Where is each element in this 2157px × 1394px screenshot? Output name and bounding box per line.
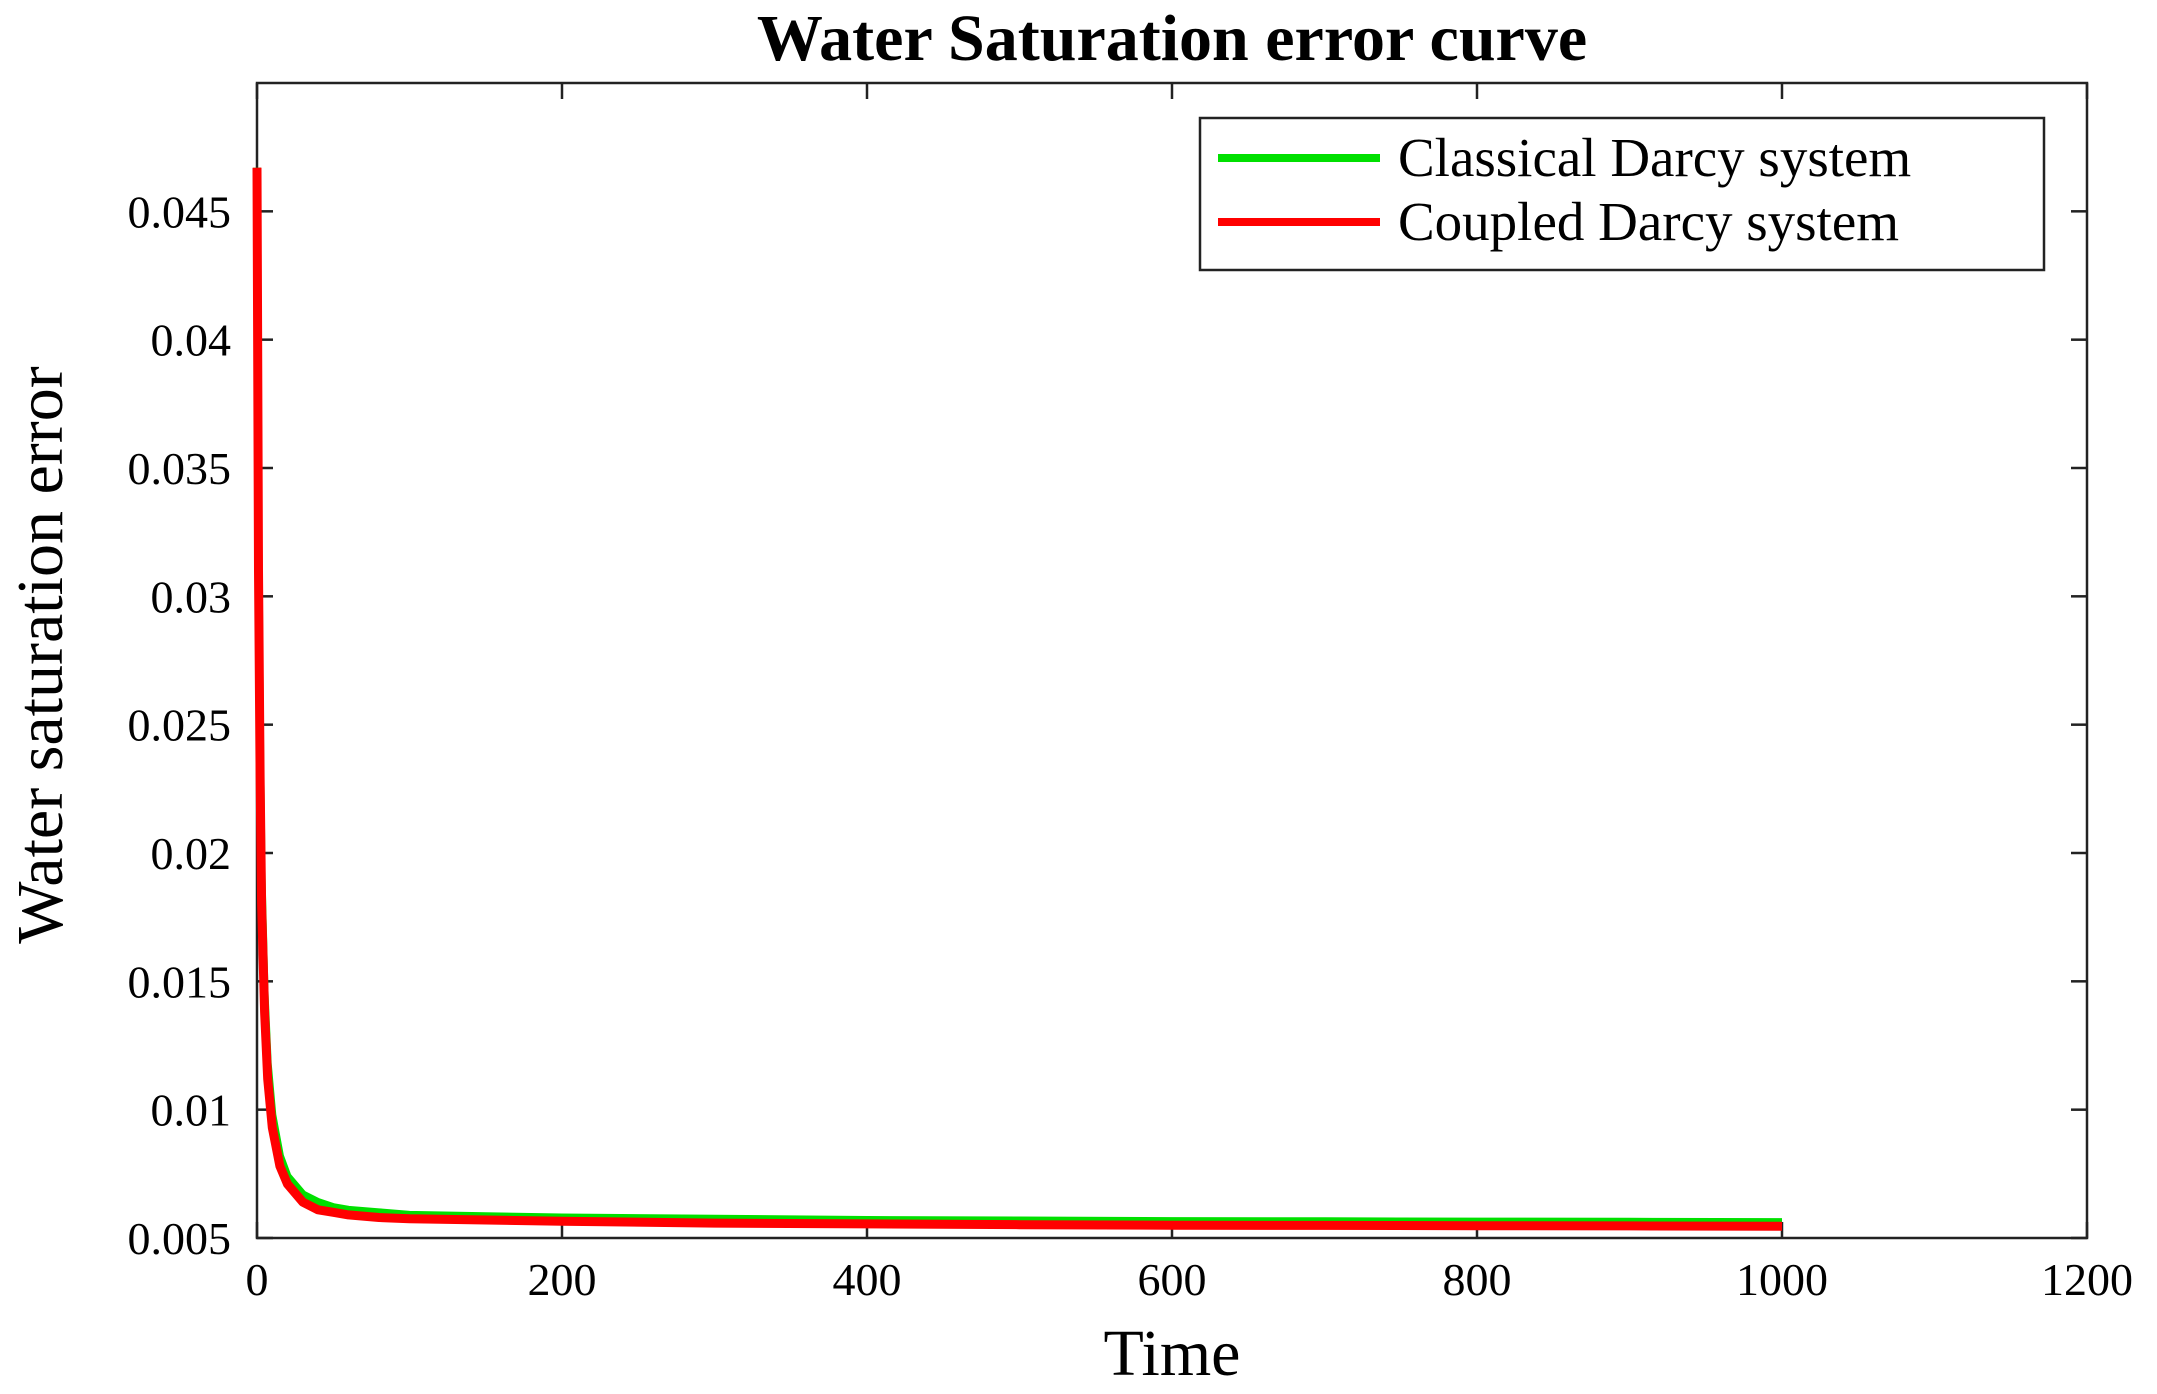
legend-box [1198,116,2046,272]
x-axis-label: Time [1104,1317,1241,1389]
y-tick-label: 0.01 [151,1085,232,1136]
x-tick-label: 200 [528,1254,597,1305]
x-tick-label: 600 [1138,1254,1207,1305]
legend-label: Coupled Darcy system [1398,191,1899,252]
legend-label: Classical Darcy system [1398,127,1911,188]
y-axis-label: Water saturation error [4,366,77,943]
y-tick-label: 0.015 [128,956,232,1007]
y-tick-label: 0.045 [128,186,232,237]
x-tick-label: 800 [1443,1254,1512,1305]
y-tick-label: 0.03 [151,571,232,622]
y-tick-label: 0.02 [151,828,232,879]
y-tick-label: 0.005 [128,1213,232,1264]
x-tick-label: 0 [246,1254,269,1305]
y-tick-label: 0.04 [151,315,232,366]
x-tick-label: 1000 [1736,1254,1828,1305]
series-line-2 [252,167,1783,1231]
x-tick-label: 1200 [2041,1254,2133,1305]
chart-title: Water Saturation error curve [757,2,1587,75]
series-line-1 [253,167,1783,1227]
y-tick-label: 0.025 [128,700,232,751]
x-tick-label: 400 [833,1254,902,1305]
plot-area: 0 200 400 600 800 1000 1200 0.005 0.01 0.015 0.02 0… [128,81,2133,1305]
y-tick-label: 0.035 [128,443,232,494]
